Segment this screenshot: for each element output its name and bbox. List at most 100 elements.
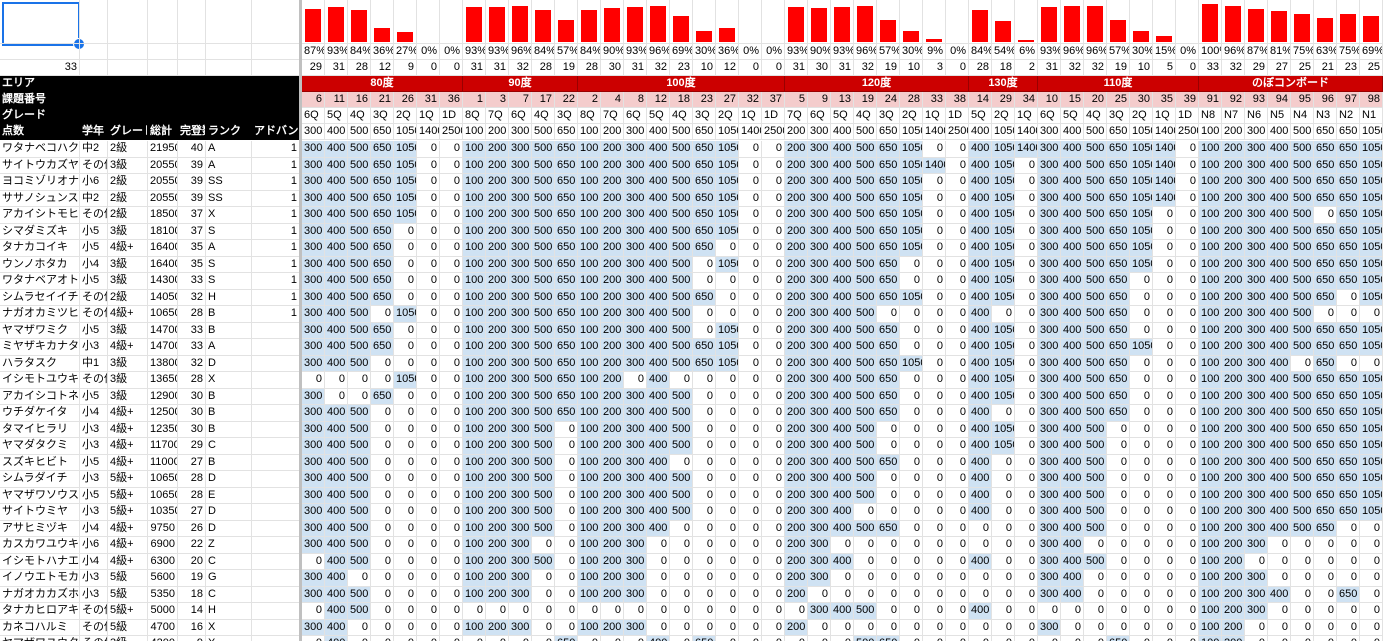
score-cell: 650 [1314,388,1337,405]
score-cell: 300 [1038,504,1061,521]
score-cell: 500 [854,636,877,641]
score-cell: 0 [1015,174,1038,191]
percent-label: 75% [1337,44,1360,60]
score-cell: 400 [1061,322,1084,339]
score-cell: 300 [302,405,325,422]
score-cell: 200 [486,487,509,504]
row-sends: 28 [178,487,206,504]
chart-cell [601,0,624,44]
completion-bar [1248,8,1264,42]
row-year: 小5 [80,240,108,257]
score-cell: 100 [1199,570,1222,587]
row-total: 16400 [148,240,178,257]
score-cell: 0 [417,273,440,290]
completion-bar [558,20,574,42]
score-cell: 500 [1291,405,1314,422]
score-cell: 650 [877,520,900,537]
score-cell: 0 [900,454,923,471]
score-cell: 500 [854,174,877,191]
score-cell: 400 [647,487,670,504]
score-cell: 0 [1245,636,1268,641]
score-cell: 300 [302,471,325,488]
score-cell: 400 [325,289,348,306]
score-cell: 0 [1015,603,1038,620]
row-advance [252,619,300,636]
score-cell: 500 [532,438,555,455]
score-cell: 0 [739,289,762,306]
score-cell: 0 [877,603,900,620]
score-cell: 0 [762,289,785,306]
score-cell: 400 [1268,306,1291,323]
score-cell: 500 [348,454,371,471]
score-cell: 0 [1015,454,1038,471]
score-cell: 0 [1107,421,1130,438]
score-cell: 650 [555,306,578,323]
score-cell: 0 [394,619,417,636]
score-cell: 0 [417,553,440,570]
score-cell: 400 [1061,240,1084,257]
points-label: 500 [1291,124,1314,140]
score-cell: 0 [1360,586,1383,603]
problem-number: 18 [670,92,693,108]
score-cell: 300 [1245,339,1268,356]
score-cell: 500 [854,207,877,224]
score-cell: 0 [1314,636,1337,641]
score-cell: 400 [969,190,992,207]
score-cell: 0 [647,570,670,587]
score-cell: 300 [1038,174,1061,191]
score-cell: 500 [532,405,555,422]
score-cell: 400 [1061,207,1084,224]
count-label: 3 [923,60,946,76]
score-cell: 650 [371,388,394,405]
row-advance: 1 [252,223,300,240]
score-cell: 300 [808,372,831,389]
score-cell: 400 [969,421,992,438]
score-cell: 0 [1176,454,1199,471]
chart-cell [1038,0,1061,44]
chart-cell [578,0,601,44]
score-cell: 0 [440,570,463,587]
header-label: グレード [108,124,148,140]
row-name: ヤマザワソウスケ [0,487,80,504]
score-cell: 0 [670,520,693,537]
score-cell: 400 [1268,174,1291,191]
score-cell: 0 [302,372,325,389]
score-cell: 200 [486,520,509,537]
percent-label: 96% [509,44,532,60]
score-cell: 300 [1245,537,1268,554]
chart-cell [486,0,509,44]
grade-label: 5Q [831,108,854,124]
grade-label: N7 [1222,108,1245,124]
score-cell: 400 [647,174,670,191]
cell [206,0,252,44]
score-cell: 0 [555,504,578,521]
score-cell: 200 [486,190,509,207]
score-cell: 0 [394,636,417,641]
score-cell: 0 [440,141,463,158]
grade-label: 4Q [854,108,877,124]
row-total: 10650 [148,471,178,488]
score-cell: 0 [601,636,624,641]
points-label: 500 [532,124,555,140]
score-cell: 100 [578,141,601,158]
percent-label: 0% [762,44,785,60]
score-cell: 0 [739,190,762,207]
count-label: 31 [486,60,509,76]
grade-label: 5Q [1061,108,1084,124]
score-cell: 0 [371,421,394,438]
score-cell: 650 [877,636,900,641]
score-cell: 300 [624,405,647,422]
score-cell: 0 [693,504,716,521]
score-cell: 650 [1107,223,1130,240]
row-total: 4700 [148,619,178,636]
score-cell: 200 [1222,586,1245,603]
freeze-divider[interactable] [299,0,302,641]
score-cell: 500 [532,240,555,257]
score-cell: 300 [624,174,647,191]
score-cell: 0 [923,438,946,455]
score-cell: 0 [900,256,923,273]
